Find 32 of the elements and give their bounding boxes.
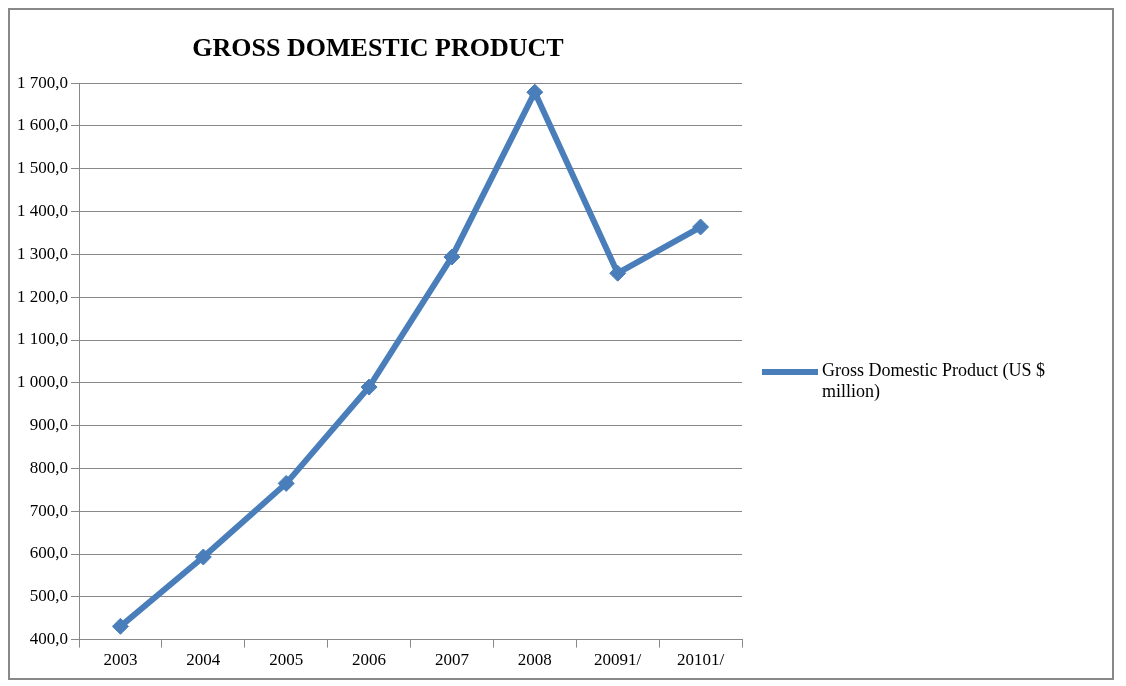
point xyxy=(111,617,129,635)
y-tick-label: 1 000,0 xyxy=(17,372,68,392)
y-tick-label: 500,0 xyxy=(29,586,68,606)
x-tick-label: 20101/ xyxy=(676,650,725,670)
y-tick-label: 600,0 xyxy=(29,543,68,563)
point xyxy=(360,378,378,396)
y-tick-label: 1 400,0 xyxy=(17,201,68,221)
y-tick-label: 1 500,0 xyxy=(17,158,68,178)
y-tick-label: 1 200,0 xyxy=(17,286,68,306)
x-tick-label: 2007 xyxy=(434,650,470,670)
x-tick-label: 2004 xyxy=(186,650,221,670)
y-tick-label: 800,0 xyxy=(29,457,68,477)
point xyxy=(609,264,627,282)
y-tick-label: 1 100,0 xyxy=(17,329,68,349)
x-tick-label: 2003 xyxy=(103,650,138,670)
x-tick-label: 2005 xyxy=(269,650,304,670)
x-tick-label: 2006 xyxy=(352,650,387,670)
y-tick-label: 1 600,0 xyxy=(17,115,68,135)
point xyxy=(692,218,710,236)
legend-label: Gross Domestic Product (US $ million) xyxy=(822,360,1046,402)
point xyxy=(194,548,212,566)
y-tick-label: 400,0 xyxy=(29,629,68,649)
chart-title: GROSS DOMESTIC PRODUCT xyxy=(192,33,564,63)
y-tick-label: 900,0 xyxy=(29,415,68,435)
x-tick-label: 20091/ xyxy=(594,650,642,670)
point xyxy=(443,248,461,266)
point xyxy=(277,474,295,492)
x-tick-label: 2008 xyxy=(517,650,552,670)
y-tick-label: 1 700,0 xyxy=(17,72,68,92)
point xyxy=(526,83,544,101)
y-tick-label: 700,0 xyxy=(29,500,68,520)
y-tick-label: 1 300,0 xyxy=(17,243,68,263)
